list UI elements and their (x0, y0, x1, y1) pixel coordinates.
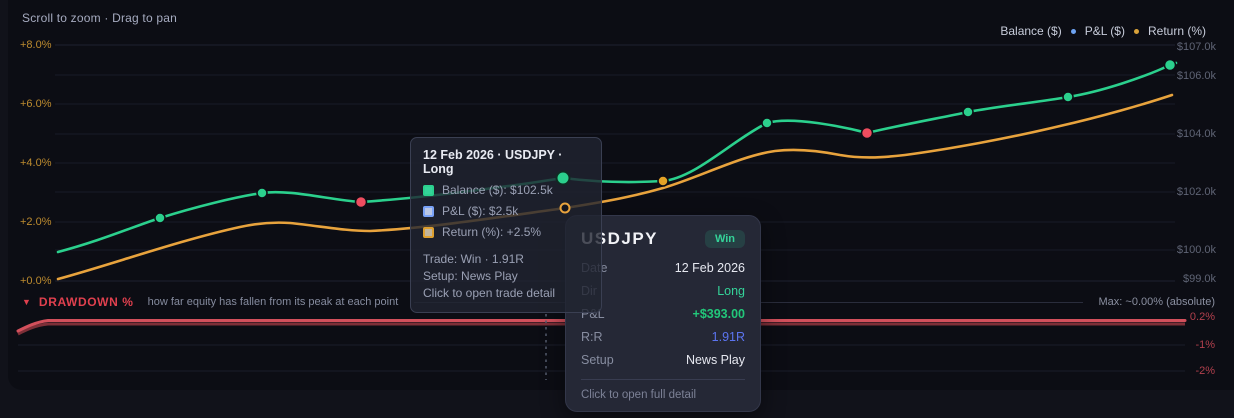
tooltip-trade-result: Trade: Win · 1.91R (423, 252, 524, 266)
legend-item-return[interactable]: Return (%) (1147, 24, 1206, 38)
trade-card-row-dir: Dir Long (581, 284, 745, 298)
tooltip-setup: Setup: News Play (423, 269, 518, 283)
return-swatch-icon (423, 226, 434, 238)
return-legend-dot-icon (1133, 28, 1139, 34)
open-full-detail-link[interactable]: Click to open full detail (581, 389, 697, 401)
win-badge: Win (704, 230, 745, 248)
open-trade-detail-link[interactable]: Click to open trade detail (423, 286, 556, 300)
tooltip-balance-row: Balance ($): $102.5k (423, 183, 589, 197)
tooltip-title: 12 Feb 2026 · USDJPY · Long (423, 148, 563, 176)
right-axis-tick: $107.0k (1176, 41, 1216, 53)
hover-tooltip: 12 Feb 2026 · USDJPY · Long Balance ($):… (410, 137, 602, 313)
row-label: Setup (581, 353, 614, 367)
card-divider (581, 379, 745, 380)
tooltip-return-value: Return (%): +2.5% (442, 225, 542, 239)
left-axis-tick: +4.0% (20, 157, 52, 169)
right-axis-tick: $99.0k (1182, 273, 1216, 285)
legend-item-balance[interactable]: Balance ($) (1000, 24, 1062, 38)
right-axis-tick: $102.0k (1176, 186, 1216, 198)
drawdown-title: DRAWDOWN % (38, 295, 134, 309)
row-label: R:R (581, 330, 603, 344)
balance-swatch-icon (423, 184, 434, 196)
row-value: News Play (685, 353, 745, 367)
right-axis-tick: $106.0k (1176, 70, 1216, 82)
left-axis-tick: +2.0% (20, 216, 52, 228)
zoom-pan-hint: Scroll to zoom · Drag to pan (22, 11, 177, 25)
row-value: 12 Feb 2026 (674, 261, 745, 275)
drawdown-max-label: Max: ~0.00% (absolute) (1098, 296, 1215, 308)
left-axis-tick: +6.0% (20, 98, 52, 110)
trade-card-row-pnl: P&L +$393.00 (581, 307, 745, 321)
trade-card-row-rr: R:R 1.91R (581, 330, 745, 344)
drawdown-axis-tick: -1% (1195, 339, 1215, 351)
trade-card-header: USDJPY Win (581, 229, 745, 249)
drawdown-triangle-icon: ▼ (22, 296, 31, 307)
row-value: Long (717, 284, 745, 298)
drawdown-axis-tick: -2% (1195, 365, 1215, 377)
left-axis-tick: +8.0% (20, 39, 52, 51)
trade-card-row-setup: Setup News Play (581, 353, 745, 367)
pnl-legend-dot-icon (1070, 28, 1076, 34)
right-axis-tick: $100.0k (1176, 244, 1216, 256)
drawdown-axis-tick: 0.2% (1189, 311, 1215, 323)
chart-legend: Balance ($) P&L ($) Return (%) (1000, 24, 1206, 38)
tooltip-balance-value: Balance ($): $102.5k (442, 183, 553, 197)
tooltip-pnl-value: P&L ($): $2.5k (442, 204, 519, 218)
right-axis-tick: $104.0k (1176, 128, 1216, 140)
tooltip-return-row: Return (%): +2.5% (423, 225, 589, 239)
trade-card-row-date: Date 12 Feb 2026 (581, 261, 745, 275)
drawdown-description: how far equity has fallen from its peak … (147, 296, 399, 308)
legend-item-pnl[interactable]: P&L ($) (1084, 24, 1125, 38)
row-value: +$393.00 (692, 307, 745, 321)
left-axis-tick: +0.0% (20, 275, 52, 287)
pnl-swatch-icon (423, 205, 434, 217)
tooltip-pnl-row: P&L ($): $2.5k (423, 204, 589, 218)
row-value: 1.91R (711, 330, 745, 344)
